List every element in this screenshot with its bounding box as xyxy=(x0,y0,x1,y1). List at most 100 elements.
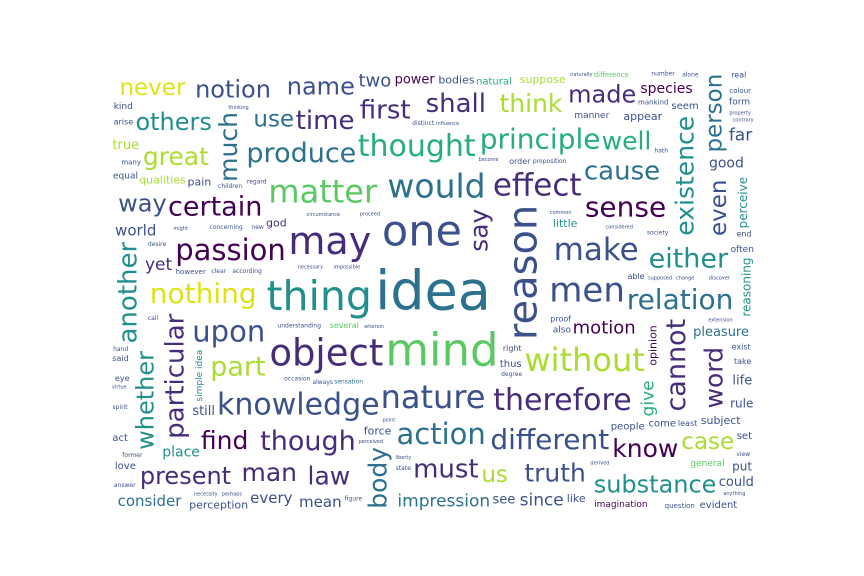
word-love: love xyxy=(115,461,136,472)
word-may: may xyxy=(288,219,371,263)
word-considered: considered xyxy=(605,225,632,231)
word-every: every xyxy=(250,489,293,507)
word-made: made xyxy=(568,80,636,108)
word-hath: hath xyxy=(654,147,668,154)
word-whether: whether xyxy=(131,351,159,450)
word-common: common xyxy=(550,210,572,216)
word-colour: colour xyxy=(729,87,751,95)
word-word: word xyxy=(699,347,728,408)
word-kind: kind xyxy=(114,102,133,112)
word-view: view xyxy=(736,451,750,458)
word-manner: manner xyxy=(574,111,609,121)
word-people: people xyxy=(611,422,645,433)
word-liberty: liberty xyxy=(395,455,411,461)
word-take: take xyxy=(734,357,751,366)
word-much: much xyxy=(214,112,243,182)
word-spirit: spirit xyxy=(113,404,129,411)
word-contrary: contrary xyxy=(733,118,754,124)
word-rule: rule xyxy=(730,397,753,411)
word-thing: thing xyxy=(266,272,371,320)
word-species: species xyxy=(640,81,692,97)
word-suppose: suppose xyxy=(520,73,566,86)
word-derived: derived xyxy=(590,460,609,466)
word-principle: principle xyxy=(480,123,601,156)
word-perceived: perceived xyxy=(359,439,384,445)
word-two: two xyxy=(359,70,392,91)
word-pain: pain xyxy=(188,176,212,189)
word-least: least xyxy=(678,419,697,428)
word-since: since xyxy=(520,491,564,511)
word-one: one xyxy=(382,206,462,256)
word-answer: answer xyxy=(114,482,136,489)
word-circumstance: circumstance xyxy=(307,212,341,218)
word-mankind: mankind xyxy=(638,99,668,107)
word-able: able xyxy=(627,272,644,281)
word-property: property xyxy=(729,110,750,116)
word-think: think xyxy=(499,89,562,118)
word-subject: subject xyxy=(701,414,742,427)
word-exist: exist xyxy=(732,343,751,352)
word-proceed: proceed xyxy=(360,211,380,217)
word-equal: equal xyxy=(113,171,138,181)
word-sensation: sensation xyxy=(334,378,363,385)
word-motion: motion xyxy=(573,318,636,339)
word-sense: sense xyxy=(585,190,666,223)
word-pleasure: pleasure xyxy=(693,325,749,340)
word-naturally: naturally xyxy=(570,72,592,78)
word-place: place xyxy=(162,445,200,461)
word-knowledge: knowledge xyxy=(217,387,380,422)
word-state: state xyxy=(396,465,412,472)
word-would: would xyxy=(387,166,485,205)
word-power: power xyxy=(395,72,436,87)
word-law: law xyxy=(308,462,351,491)
word-idea: idea xyxy=(375,260,491,323)
word-come: come xyxy=(649,418,677,429)
word-anything: anything xyxy=(723,491,745,497)
word-form: form xyxy=(729,98,750,108)
word-little: little xyxy=(553,217,578,230)
word-bodies: bodies xyxy=(438,73,475,86)
word-perhaps: perhaps xyxy=(222,491,243,497)
word-eye: eye xyxy=(115,374,130,383)
word-proposition: proposition xyxy=(533,158,567,165)
word-new: new xyxy=(251,224,263,231)
word-others: others xyxy=(135,108,211,136)
word-hand: hand xyxy=(113,346,128,353)
word-become: become xyxy=(479,157,499,163)
word-give: give xyxy=(638,380,658,416)
word-see: see xyxy=(492,492,515,507)
word-mind: mind xyxy=(385,324,498,377)
word-natural: natural xyxy=(476,76,512,87)
word-person: person xyxy=(702,74,728,153)
word-alone: alone xyxy=(682,71,699,78)
word-without: without xyxy=(525,341,645,379)
word-general: general xyxy=(690,459,724,469)
word-qualities: qualities xyxy=(139,174,186,187)
word-degree: degree xyxy=(501,371,522,378)
word-arise: arise xyxy=(114,118,134,127)
word-desire: desire xyxy=(148,241,167,248)
word-right: right xyxy=(503,344,522,353)
word-former: former xyxy=(122,452,143,459)
word-upon: upon xyxy=(192,315,265,349)
word-clear: clear xyxy=(211,268,226,275)
word-discover: discover xyxy=(709,275,731,281)
word-perceive: perceive xyxy=(736,177,750,228)
word-produce: produce xyxy=(246,138,356,169)
word-never: never xyxy=(119,75,185,101)
word-good: good xyxy=(709,156,744,172)
word-even: even xyxy=(706,179,732,236)
word-true: true xyxy=(112,138,139,153)
word-shall: shall xyxy=(426,89,486,119)
word-effect: effect xyxy=(493,167,582,203)
word-put: put xyxy=(732,460,752,474)
word-god: god xyxy=(266,216,287,229)
word-say: say xyxy=(465,208,494,251)
word-yet: yet xyxy=(145,255,173,275)
word-could: could xyxy=(719,475,754,490)
word-thinking: thinking xyxy=(228,105,248,111)
word-said: said xyxy=(112,354,128,363)
word-regard: regard xyxy=(247,179,267,186)
